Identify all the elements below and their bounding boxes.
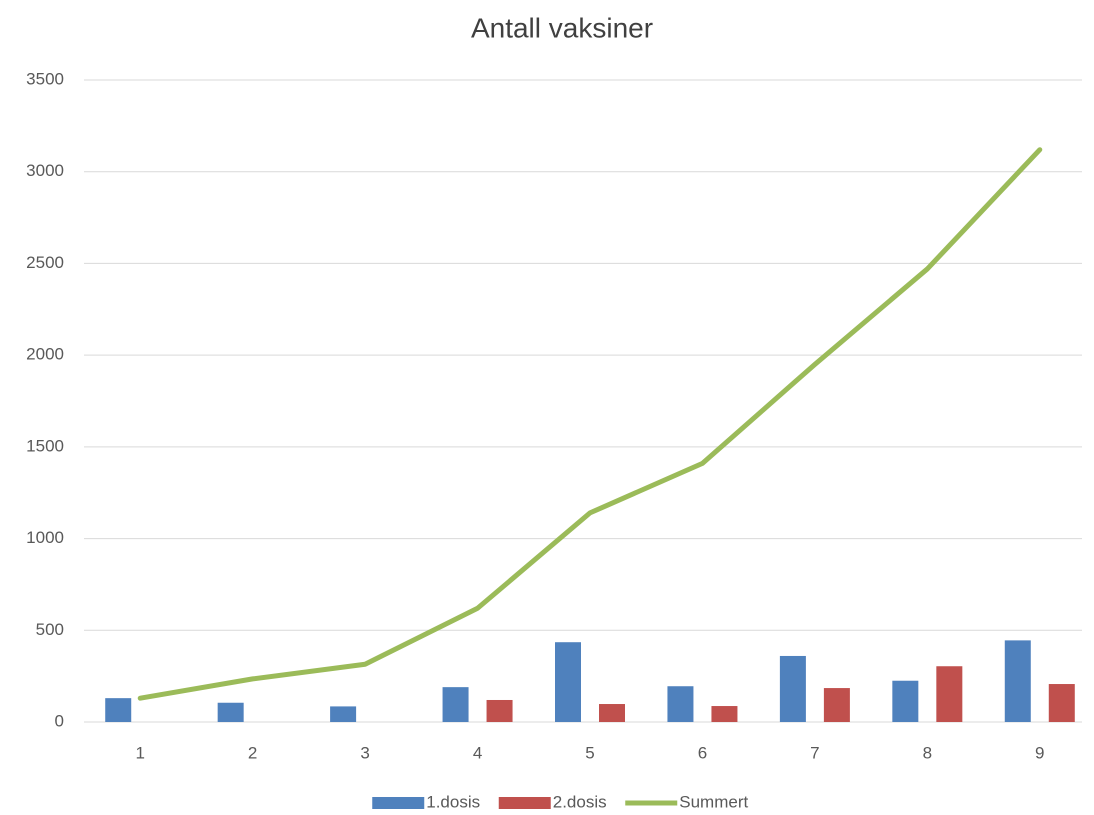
x-tick-label: 7 (810, 743, 819, 762)
bar (330, 706, 357, 722)
x-tick-label: 9 (1035, 743, 1044, 762)
bar (105, 698, 132, 722)
y-tick-label: 2500 (26, 253, 64, 272)
bar (667, 686, 694, 722)
line (137, 147, 1043, 701)
y-tick-label: 2000 (26, 345, 64, 364)
x-tick-label: 4 (473, 743, 482, 762)
x-tick-label: 6 (698, 743, 707, 762)
bar (599, 704, 625, 722)
bar (892, 680, 919, 722)
bar (823, 688, 850, 722)
bar (711, 706, 738, 722)
chart-title: Antall vaksiner (471, 12, 653, 43)
bar (936, 666, 963, 722)
legend-label: 1.dosis (426, 792, 480, 811)
bar (1004, 640, 1031, 722)
bar (486, 699, 513, 722)
y-tick-label: 500 (36, 620, 64, 639)
y-tick-label: 1500 (26, 436, 64, 455)
y-tick-label: 3500 (26, 69, 64, 88)
bar (555, 642, 581, 722)
x-tick-label: 1 (135, 743, 144, 762)
y-tick-label: 1000 (26, 528, 64, 547)
bar (217, 702, 244, 722)
legend-label: Summert (679, 792, 748, 811)
x-tick-label: 3 (360, 743, 369, 762)
x-tick-label: 5 (585, 743, 594, 762)
x-tick-label: 8 (923, 743, 932, 762)
x-tick-label: 2 (248, 743, 257, 762)
bar (1048, 684, 1075, 722)
y-tick-label: 0 (55, 711, 64, 730)
legend-swatch (498, 797, 551, 809)
legend-swatch (372, 797, 425, 809)
bar (442, 687, 469, 722)
y-tick-label: 3000 (26, 161, 64, 180)
bar (779, 655, 806, 722)
legend-label: 2.dosis (553, 792, 607, 811)
